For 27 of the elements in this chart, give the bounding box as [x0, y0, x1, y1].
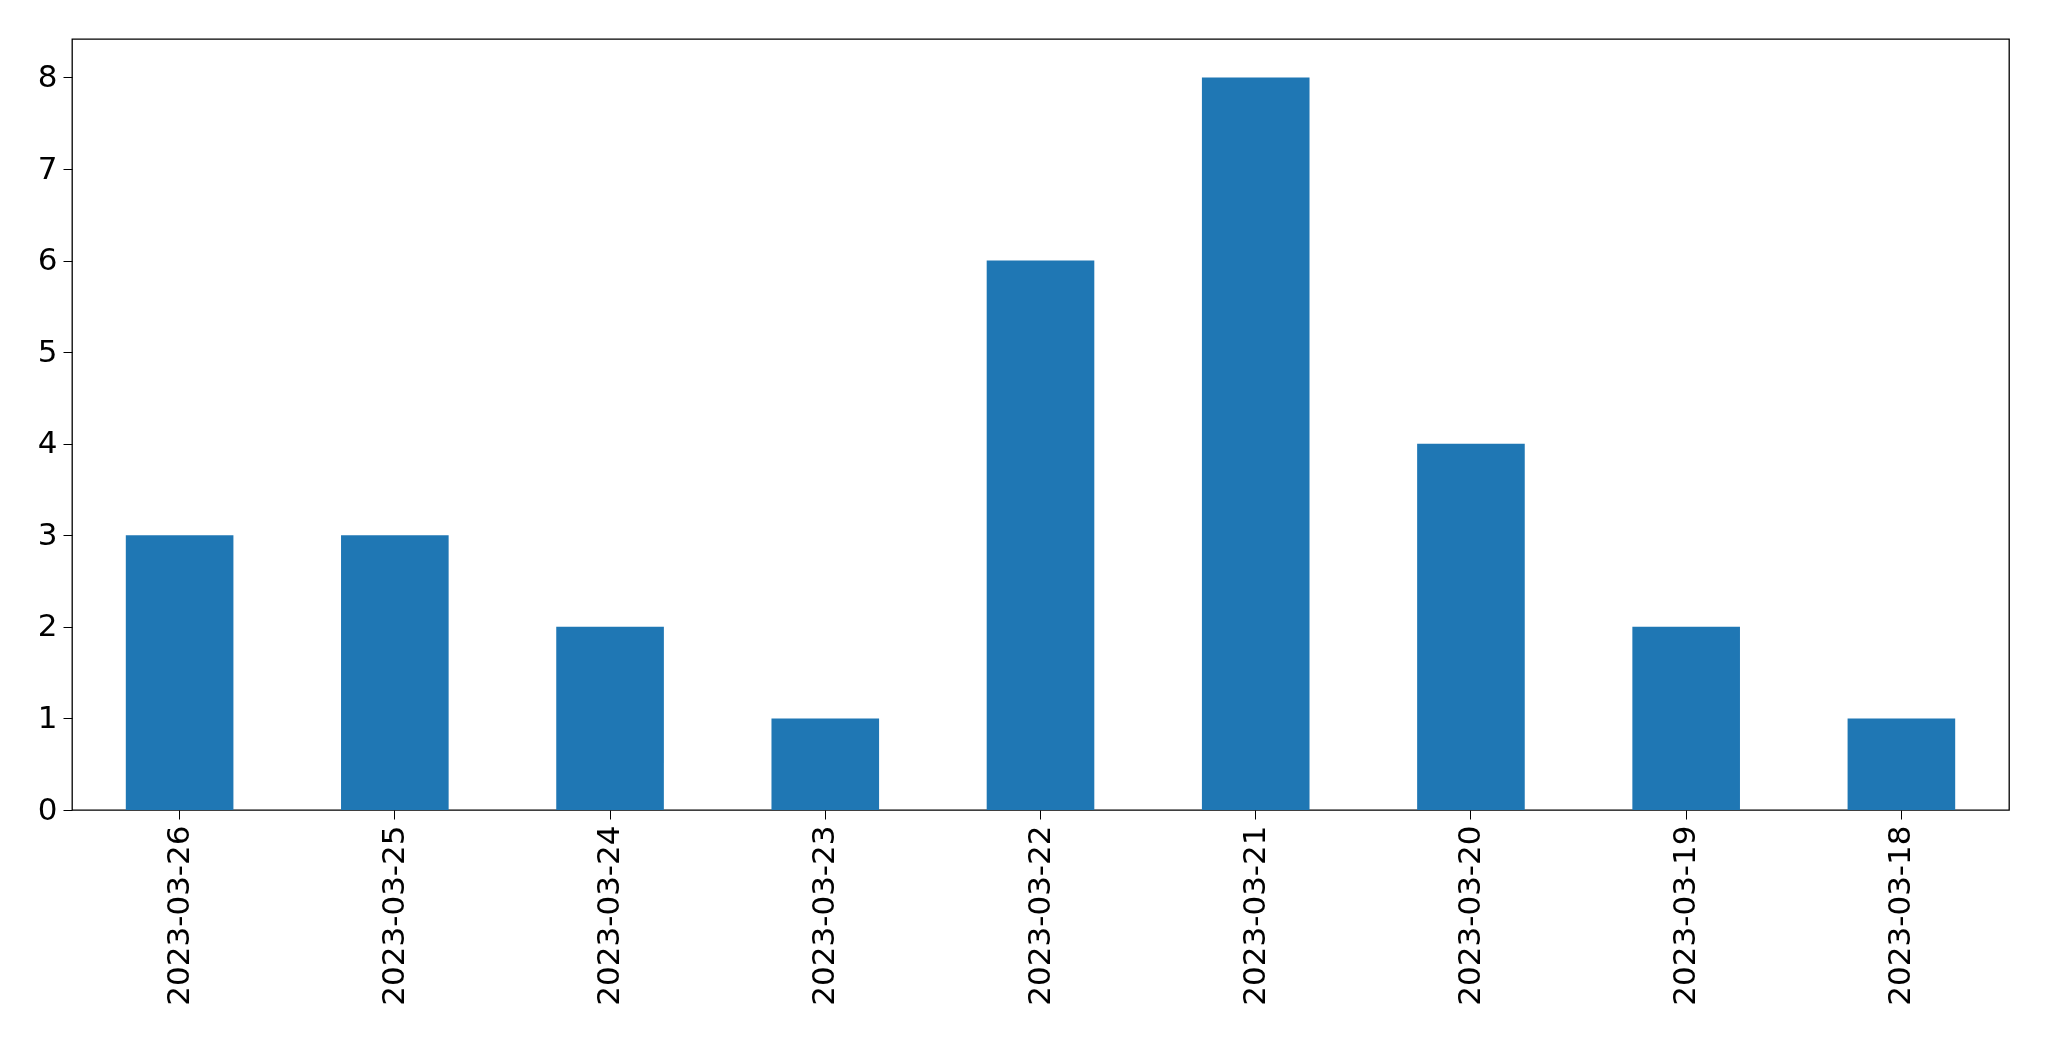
bar	[125, 535, 234, 810]
x-tick-label: 2023-03-22	[1020, 825, 1057, 1006]
x-tick-label: 2023-03-18	[1881, 825, 1918, 1006]
y-tick-label: 0	[37, 790, 58, 827]
bar	[1632, 626, 1740, 810]
x-tick-label: 2023-03-26	[159, 825, 196, 1006]
x-tick-label: 2023-03-24	[590, 825, 627, 1006]
bar	[1847, 718, 1956, 810]
y-tick-label: 5	[37, 332, 58, 369]
y-tick-label: 6	[37, 241, 58, 278]
bar	[1417, 443, 1525, 810]
y-tick-label: 4	[37, 424, 58, 461]
bar	[1201, 77, 1310, 810]
x-tick-label: 2023-03-20	[1450, 825, 1487, 1006]
y-tick-label: 2	[37, 607, 58, 644]
x-tick-label: 2023-03-25	[374, 825, 411, 1006]
bar	[556, 626, 664, 810]
bar	[986, 260, 1095, 810]
x-tick-label: 2023-03-19	[1666, 825, 1703, 1006]
y-tick-label: 1	[37, 698, 58, 735]
y-tick-label: 8	[37, 57, 58, 94]
bar	[771, 718, 880, 810]
x-tick-label: 2023-03-23	[805, 825, 842, 1006]
bar	[341, 535, 449, 810]
y-tick-label: 7	[37, 149, 58, 186]
y-tick-label: 3	[37, 515, 58, 552]
x-tick-label: 2023-03-21	[1235, 825, 1272, 1006]
